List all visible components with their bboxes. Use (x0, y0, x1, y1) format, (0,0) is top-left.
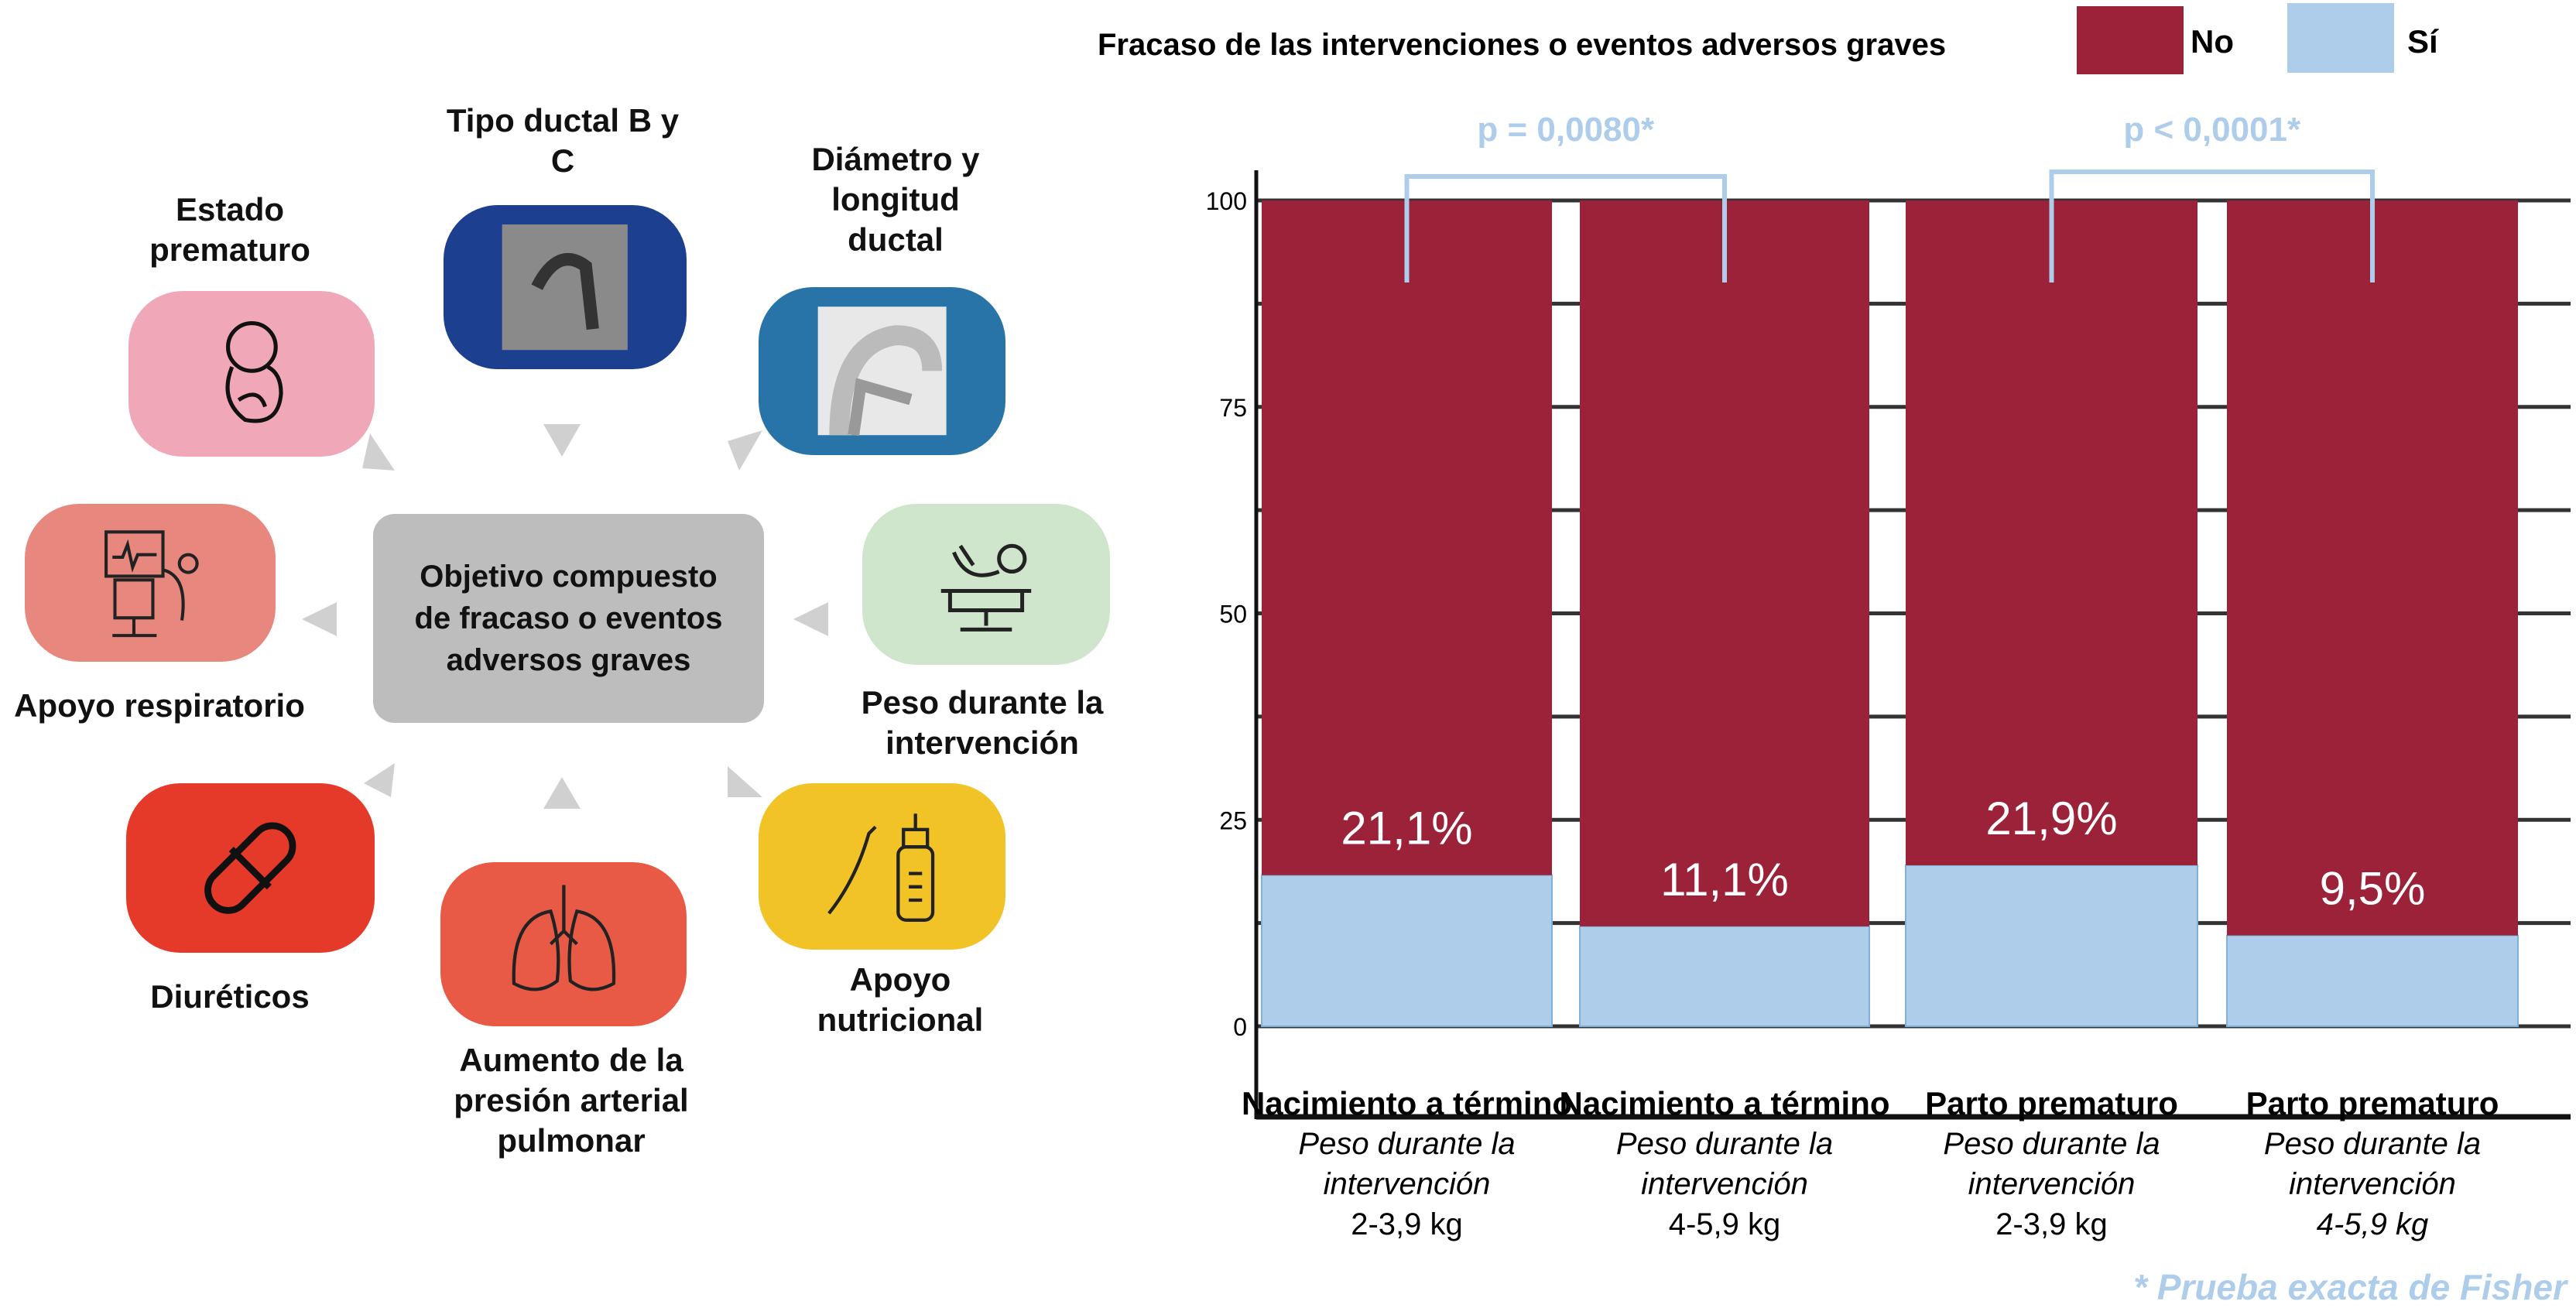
pill-icon (204, 822, 296, 914)
significance-bracket (2049, 169, 2375, 282)
factor-box-nutrition (759, 783, 1005, 950)
factor-label-respiratory: Apoyo respiratorio (14, 687, 305, 724)
x-category-label: Nacimiento a término Peso durante la inter… (1242, 1084, 1572, 1245)
angiography-image-icon (502, 224, 629, 351)
composite-outcome-box: Objetivo compuesto de fracaso o eventos … (373, 514, 764, 723)
feeding-bottle-icon (827, 813, 935, 922)
arrow-icon (728, 766, 762, 797)
sub-label: intervención (1968, 1167, 2136, 1201)
arrow-icon (543, 424, 581, 457)
legend-title: Fracaso de las intervenciones o eventos … (1098, 28, 1947, 62)
factor-label-nutrition: Apoyo nutricional (817, 961, 984, 1038)
legend-label-no: No (2191, 23, 2234, 60)
factor-label-weight: Peso durante la intervención (861, 684, 1104, 761)
weight-range: 2-3,9 kg (1351, 1207, 1463, 1241)
significance-bracket (1404, 174, 1727, 282)
group-label: Nacimiento a término (1241, 1085, 1573, 1121)
legend-label-si: Sí (2407, 23, 2438, 60)
bar-no (1580, 200, 1869, 926)
sub-label: Peso durante la (1943, 1127, 2160, 1161)
bar-si (1905, 864, 2198, 1028)
sub-label: intervención (1323, 1167, 1491, 1201)
lungs-icon (512, 885, 615, 991)
arrow-icon (362, 433, 395, 471)
footnote: * Prueba exacta de Fisher (2133, 1267, 2567, 1307)
factor-label-ductal-type: Tipo ductal B y C (446, 102, 680, 179)
bar-no (2227, 200, 2518, 936)
baby-scale-icon (940, 543, 1032, 632)
x-category-label: Nacimiento a término Peso durante la inter… (1559, 1084, 1889, 1245)
factor-box-pulmonary (440, 862, 687, 1026)
group-label: Nacimiento a término (1559, 1085, 1890, 1121)
sub-label: Peso durante la (1615, 1127, 1834, 1161)
factor-label-diuretics: Diuréticos (150, 978, 310, 1015)
sub-label: intervención (2289, 1167, 2456, 1201)
p-value-label: p < 0,0001* (2123, 111, 2301, 149)
arrow-icon (302, 602, 337, 636)
x-category-label: Parto prematuro Peso durante la intervenci… (2246, 1084, 2499, 1245)
arrow-icon (728, 430, 762, 471)
y-tick-label: 75 (1219, 394, 1247, 422)
data-label: 21,9% (1985, 793, 2117, 844)
factor-box-ductal-size (759, 287, 1005, 455)
sub-label: Peso durante la (2263, 1127, 2482, 1161)
y-tick-label: 0 (1233, 1013, 1247, 1041)
weight-range: 2-3,9 kg (1995, 1207, 2108, 1241)
y-tick-label: 25 (1219, 806, 1247, 834)
bar-no (1906, 200, 2197, 865)
factor-box-premature (128, 291, 375, 457)
weight-range: 4-5,9 kg (2316, 1207, 2429, 1241)
data-label: 11,1% (1660, 854, 1789, 906)
legend-swatch-si (2287, 3, 2394, 73)
fetus-icon (225, 321, 283, 423)
y-tick-label: 50 (1219, 601, 1247, 628)
factor-box-ductal-type (444, 205, 687, 369)
duct-diagram-icon (817, 306, 947, 437)
bar-si (1579, 925, 1870, 1027)
arrows (302, 424, 828, 809)
arrow-icon (364, 763, 395, 797)
data-label: 9,5% (2320, 863, 2426, 915)
p-value-label: p = 0,0080* (1477, 111, 1655, 149)
y-tick-label: 100 (1206, 187, 1247, 215)
factor-label-pulmonary: Aumento de la presión arterial pulmonar (454, 1042, 689, 1159)
arrow-icon (793, 602, 828, 636)
ventilator-icon (104, 530, 199, 638)
sub-label: intervención (1641, 1167, 1808, 1201)
group-label: Parto prematuro (1925, 1085, 2178, 1121)
bar-si (2226, 934, 2519, 1028)
factor-box-respiratory (25, 504, 276, 662)
bar-si (1261, 874, 1553, 1028)
sub-label: Peso durante la (1298, 1127, 1516, 1161)
factor-box-diuretics (126, 783, 375, 953)
factor-label-ductal-size: Diámetro y longitud ductal (811, 141, 980, 258)
data-label: 21,1% (1341, 803, 1472, 854)
bar-no (1262, 200, 1552, 875)
factor-box-weight (862, 504, 1110, 665)
arrow-icon (543, 777, 581, 809)
x-category-label: Parto prematuro Peso durante la intervenci… (1925, 1084, 2178, 1245)
legend-swatch-no (2077, 6, 2184, 74)
factor-label-premature: Estado prematuro (149, 191, 310, 268)
group-label: Parto prematuro (2245, 1085, 2499, 1121)
weight-range: 4-5,9 kg (1668, 1207, 1781, 1241)
